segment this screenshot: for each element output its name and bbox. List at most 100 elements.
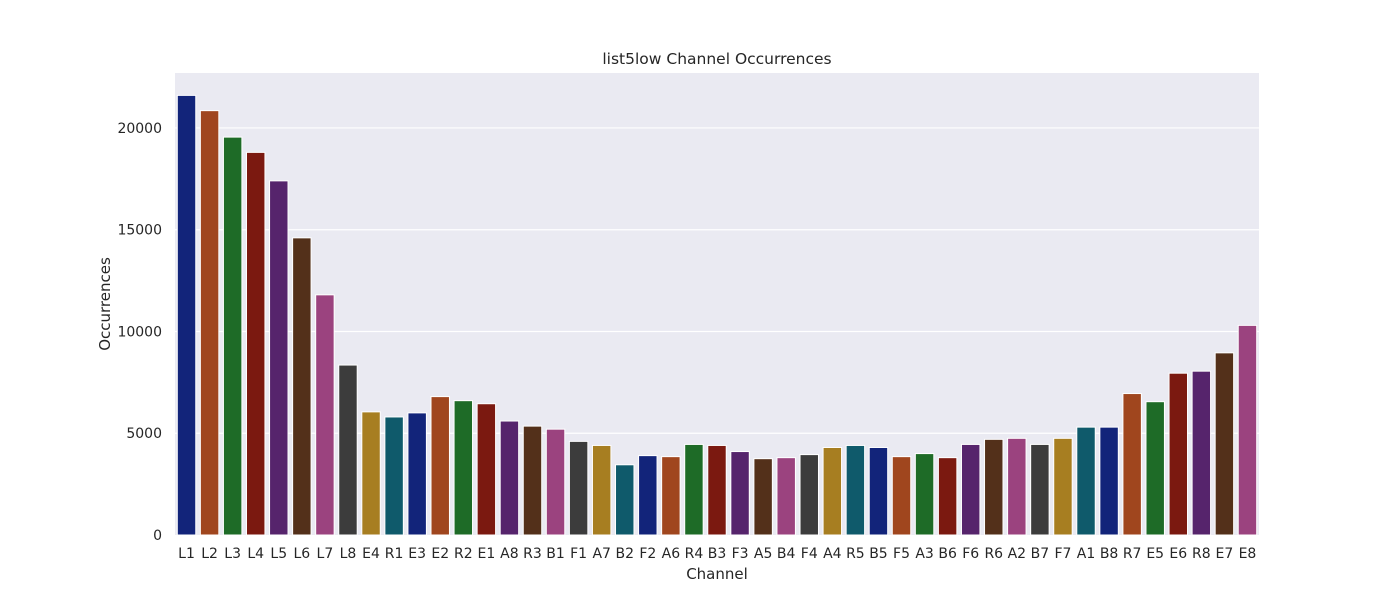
x-tick-label: L2 <box>201 546 218 562</box>
x-tick-label: R8 <box>1192 546 1211 562</box>
x-tick-label: A7 <box>592 546 610 562</box>
x-tick-label: B6 <box>938 546 957 562</box>
bar-l6 <box>292 237 312 536</box>
bar-b1 <box>545 428 566 536</box>
x-tick-label: F4 <box>801 546 818 562</box>
x-tick-label: R2 <box>454 546 473 562</box>
bar-r2 <box>453 400 474 536</box>
bar-e8 <box>1237 324 1258 536</box>
x-tick-label: R6 <box>984 546 1003 562</box>
bar-l1 <box>176 94 197 536</box>
bar-f5 <box>891 456 912 536</box>
x-tick-label: F3 <box>732 546 749 562</box>
x-tick-label: B2 <box>615 546 634 562</box>
x-tick-label: A5 <box>754 546 772 562</box>
x-tick-label: F6 <box>962 546 979 562</box>
x-tick-label: B4 <box>777 546 796 562</box>
bar-e1 <box>476 403 497 536</box>
bar-e2 <box>430 396 450 536</box>
x-tick-label: A1 <box>1077 546 1095 562</box>
x-tick-label: B1 <box>546 546 565 562</box>
bar-r7 <box>1122 393 1142 536</box>
y-tick-label: 20000 <box>117 121 162 137</box>
x-tick-label: R1 <box>385 546 404 562</box>
x-axis-ticks: L1 L2 L3 L4 L5 L6 L7 L8 E4 R1 E3 E2 R2 E1 A8 R3 B1 F1 A7 B2… <box>178 546 1256 562</box>
x-tick-label: R5 <box>846 546 865 562</box>
bar-f6 <box>960 443 981 536</box>
bar-b3 <box>707 444 727 536</box>
x-tick-label: E1 <box>477 546 495 562</box>
bar-r3 <box>522 425 543 536</box>
y-tick-label: 15000 <box>117 223 162 239</box>
x-tick-label: L4 <box>247 546 264 562</box>
x-tick-label: E4 <box>362 546 380 562</box>
bar-e5 <box>1145 401 1165 536</box>
bar-a5 <box>753 458 773 536</box>
bar-f4 <box>799 454 819 536</box>
bar-a2 <box>1007 437 1027 536</box>
x-tick-label: F7 <box>1054 546 1071 562</box>
x-tick-label: B8 <box>1100 546 1119 562</box>
x-tick-label: A4 <box>823 546 842 562</box>
x-tick-label: B5 <box>869 546 888 562</box>
bar-b4 <box>776 457 796 536</box>
x-tick-label: R7 <box>1123 546 1142 562</box>
x-tick-label: R3 <box>523 546 542 562</box>
bar-a7 <box>591 444 612 536</box>
bar-f3 <box>730 451 750 536</box>
x-tick-label: F2 <box>639 546 656 562</box>
bar-r8 <box>1191 370 1212 536</box>
x-tick-label: L6 <box>293 546 310 562</box>
bar-b7 <box>1030 443 1050 536</box>
bars <box>176 94 1258 536</box>
x-tick-label: L1 <box>178 546 195 562</box>
bar-b2 <box>615 464 635 536</box>
x-tick-label: F1 <box>570 546 587 562</box>
x-tick-label: L7 <box>317 546 334 562</box>
x-tick-label: E2 <box>431 546 449 562</box>
bar-f7 <box>1053 437 1073 536</box>
x-tick-label: A8 <box>500 546 518 562</box>
bar-l5 <box>269 180 289 536</box>
x-tick-label: E6 <box>1169 546 1187 562</box>
bar-l4 <box>245 151 266 536</box>
y-axis-ticks: 0 5000 10000 15000 20000 <box>117 121 162 544</box>
bar-r1 <box>384 416 404 536</box>
x-tick-label: E3 <box>408 546 426 562</box>
bar-b8 <box>1099 426 1119 536</box>
bar-r6 <box>984 438 1004 536</box>
x-tick-label: A3 <box>915 546 933 562</box>
x-axis-title: Channel <box>686 565 748 583</box>
bar-r4 <box>684 443 704 536</box>
bar-l8 <box>338 364 358 536</box>
x-tick-label: F5 <box>893 546 910 562</box>
bar-b5 <box>868 446 889 536</box>
x-tick-label: A6 <box>662 546 681 562</box>
bar-a3 <box>914 453 935 536</box>
bar-e7 <box>1214 352 1235 536</box>
x-tick-label: E7 <box>1216 546 1234 562</box>
bar-a1 <box>1076 426 1096 536</box>
bar-l3 <box>222 136 243 536</box>
bar-l2 <box>199 110 220 536</box>
bar-e4 <box>361 411 381 536</box>
x-tick-label: L5 <box>270 546 287 562</box>
bar-l7 <box>315 294 335 536</box>
chart-title: list5low Channel Occurrences <box>602 50 831 68</box>
y-axis-title: Occurrences <box>96 257 114 351</box>
x-tick-label: L8 <box>340 546 357 562</box>
bar-e6 <box>1168 372 1189 536</box>
x-tick-label: L3 <box>224 546 241 562</box>
y-tick-label: 0 <box>153 528 162 544</box>
x-tick-label: R4 <box>685 546 704 562</box>
bar-a6 <box>661 456 681 536</box>
x-tick-label: B3 <box>708 546 727 562</box>
bar-f1 <box>568 440 589 536</box>
y-tick-label: 5000 <box>126 426 162 442</box>
bar-e3 <box>407 412 427 536</box>
y-tick-label: 10000 <box>117 324 162 340</box>
bar-f2 <box>638 455 658 536</box>
x-tick-label: E5 <box>1146 546 1164 562</box>
x-tick-label: A2 <box>1008 546 1026 562</box>
